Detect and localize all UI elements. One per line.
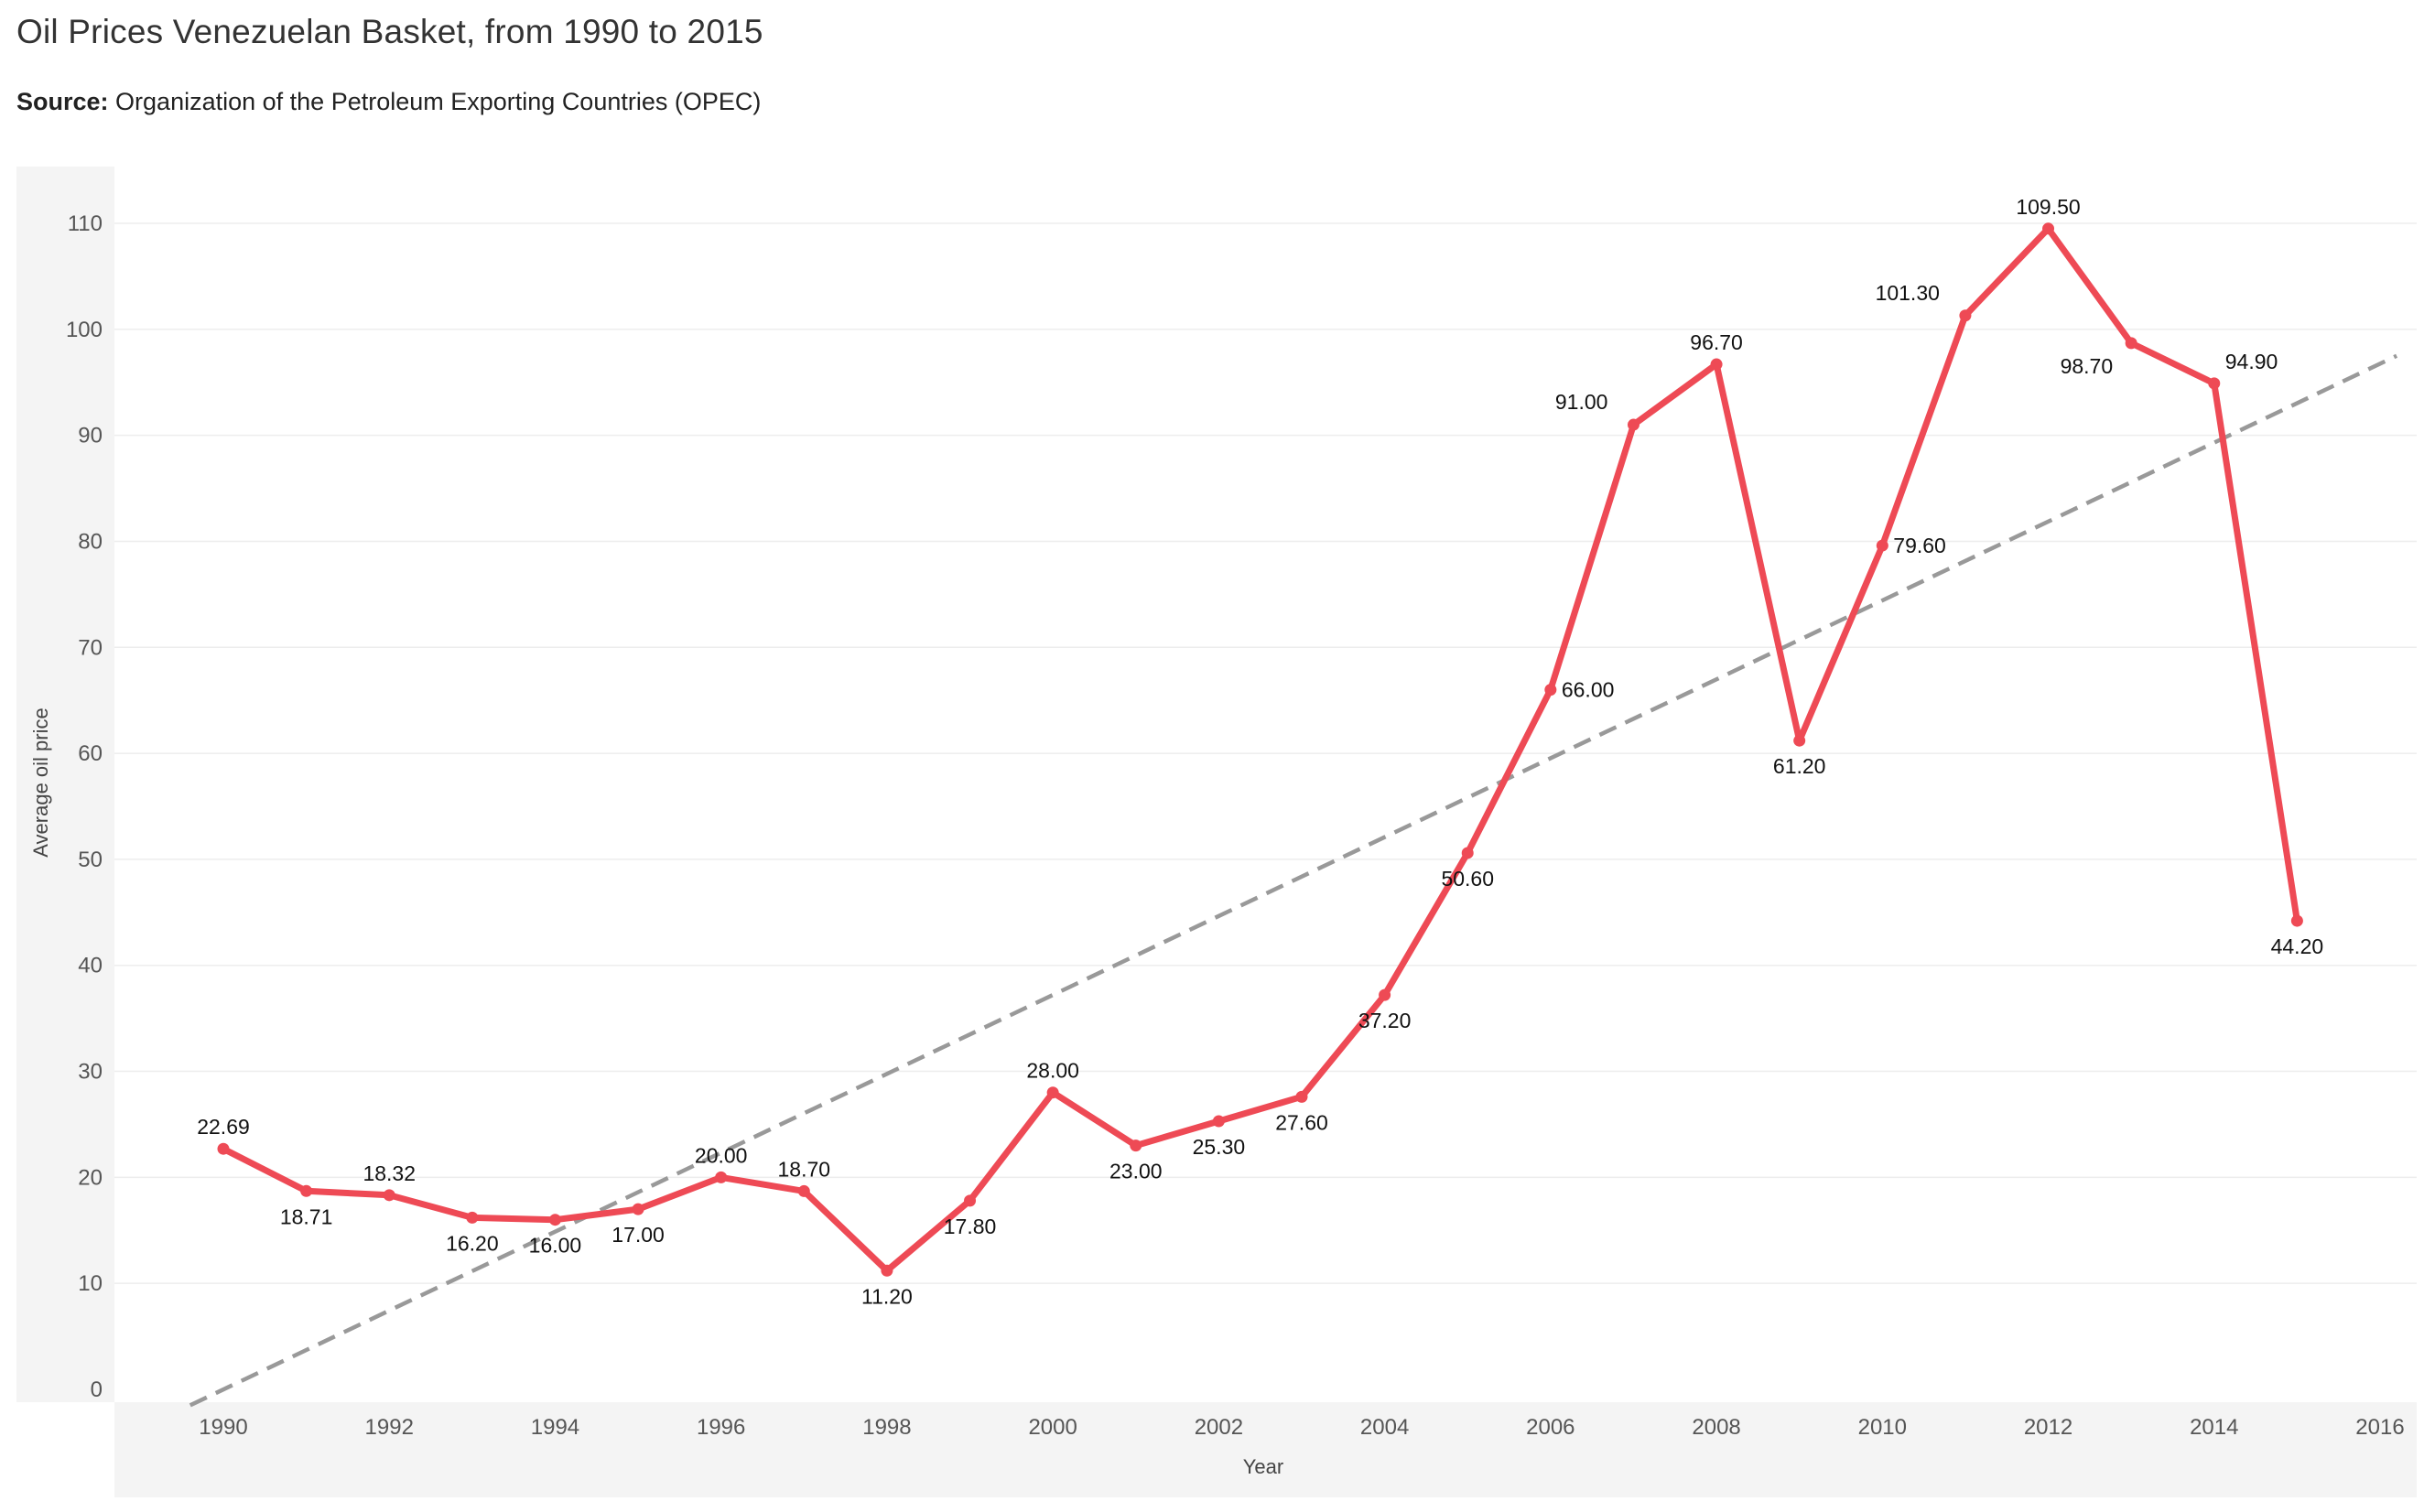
source-line: Source: Organization of the Petroleum Ex…: [16, 88, 761, 116]
trend-line: [189, 353, 2398, 1408]
x-tick-label: 2012: [2024, 1415, 2072, 1440]
x-axis-band: [114, 1402, 2417, 1497]
x-tick-label: 1992: [365, 1415, 414, 1440]
y-tick-label: 10: [78, 1271, 103, 1296]
data-point: [1544, 684, 1557, 697]
y-tick-label: 0: [91, 1377, 103, 1402]
x-tick-label: 2014: [2190, 1415, 2238, 1440]
data-point: [715, 1171, 728, 1183]
data-point: [1876, 539, 1888, 552]
data-label: 44.20: [2271, 934, 2324, 958]
y-tick-label: 40: [78, 954, 103, 978]
data-point: [1295, 1090, 1308, 1103]
data-point: [383, 1189, 395, 1202]
data-point: [2125, 337, 2137, 350]
data-point: [964, 1194, 977, 1207]
x-tick-label: 2006: [1526, 1415, 1575, 1440]
series-line: [220, 225, 2300, 1274]
data-label: 27.60: [1275, 1110, 1328, 1134]
data-labels: 22.69 18.71 18.32 16.20 16.00 17.00 20.00 18.70…: [197, 195, 2323, 1308]
data-label: 18.32: [363, 1161, 416, 1185]
x-tick-label: 2016: [2355, 1415, 2404, 1440]
page-title: Oil Prices Venezuelan Basket, from 1990 …: [16, 13, 763, 50]
series-group: [220, 225, 2300, 1274]
data-label: 23.00: [1109, 1160, 1163, 1183]
y-axis-title: Average oil price: [29, 707, 52, 857]
data-point: [1627, 418, 1639, 431]
data-label: 61.20: [1773, 754, 1826, 778]
data-label: 22.69: [197, 1115, 250, 1139]
x-tick-label: 1998: [862, 1415, 911, 1440]
data-label: 16.20: [446, 1231, 499, 1255]
data-point: [1461, 847, 1474, 859]
x-tick-label: 1996: [697, 1415, 745, 1440]
data-label: 17.00: [611, 1223, 665, 1247]
data-label: 18.71: [280, 1204, 333, 1228]
data-label: 96.70: [1690, 330, 1743, 354]
x-tick-label: 1994: [531, 1415, 579, 1440]
data-label: 16.00: [529, 1234, 582, 1258]
y-tick-label: 60: [78, 741, 103, 766]
y-tick-label: 110: [68, 211, 103, 236]
data-label: 101.30: [1876, 281, 1940, 305]
data-label: 18.70: [778, 1157, 831, 1181]
y-tick-label: 20: [78, 1165, 103, 1190]
data-label: 37.20: [1358, 1009, 1412, 1032]
data-label: 94.90: [2225, 350, 2278, 373]
data-point: [2208, 377, 2221, 390]
y-axis-band: [16, 167, 114, 1402]
data-label: 17.80: [944, 1215, 997, 1238]
gridlines: [114, 222, 2417, 1284]
y-tick-label: 30: [78, 1060, 103, 1085]
data-label: 98.70: [2061, 354, 2114, 378]
data-point: [2042, 222, 2055, 235]
y-tick-label: 70: [78, 635, 103, 660]
data-point: [300, 1184, 313, 1197]
data-label: 11.20: [861, 1284, 913, 1308]
y-tick-label: 50: [78, 848, 103, 872]
data-label: 66.00: [1562, 678, 1615, 702]
data-label: 25.30: [1193, 1135, 1246, 1159]
data-point: [881, 1264, 893, 1277]
x-axis-title: Year: [1243, 1455, 1283, 1478]
x-tick-label: 2002: [1195, 1415, 1243, 1440]
x-tick-label: 2004: [1360, 1415, 1409, 1440]
data-point: [1046, 1086, 1059, 1099]
data-point: [1212, 1115, 1225, 1128]
data-point: [1379, 988, 1391, 1001]
x-tick-label: 2010: [1858, 1415, 1907, 1440]
data-point: [466, 1211, 479, 1224]
data-point: [1710, 358, 1723, 371]
data-points: [217, 222, 2303, 1277]
data-point: [1130, 1139, 1142, 1152]
data-label: 28.00: [1026, 1059, 1079, 1083]
y-tick-label: 100: [66, 318, 103, 342]
y-tick-label: 90: [78, 424, 103, 448]
data-point: [217, 1142, 230, 1155]
y-tick-label: 80: [78, 529, 103, 554]
data-point: [1793, 734, 1806, 747]
x-tick-label: 2008: [1692, 1415, 1740, 1440]
data-label: 50.60: [1441, 867, 1494, 891]
data-label: 79.60: [1893, 534, 1946, 557]
x-tick-label: 2000: [1028, 1415, 1077, 1440]
source-text: Organization of the Petroleum Exporting …: [115, 88, 762, 115]
data-label: 91.00: [1555, 390, 1608, 414]
source-label: Source:: [16, 88, 109, 115]
data-point: [632, 1203, 644, 1215]
x-axis-ticks: 1990 1992 1994 1996 1998 2000 2002 2004 2006 2008…: [199, 1415, 2404, 1440]
y-axis-ticks: 0 10 20 30 40 50 60 70 80 90 100 110: [66, 211, 103, 1402]
data-label: 109.50: [2016, 195, 2080, 219]
data-point: [1959, 309, 1972, 322]
trend-line-group: [189, 353, 2398, 1408]
data-point: [797, 1184, 810, 1197]
data-point: [2290, 914, 2303, 927]
x-tick-label: 1990: [199, 1415, 247, 1440]
data-label: 20.00: [695, 1143, 748, 1167]
data-point: [548, 1214, 561, 1226]
